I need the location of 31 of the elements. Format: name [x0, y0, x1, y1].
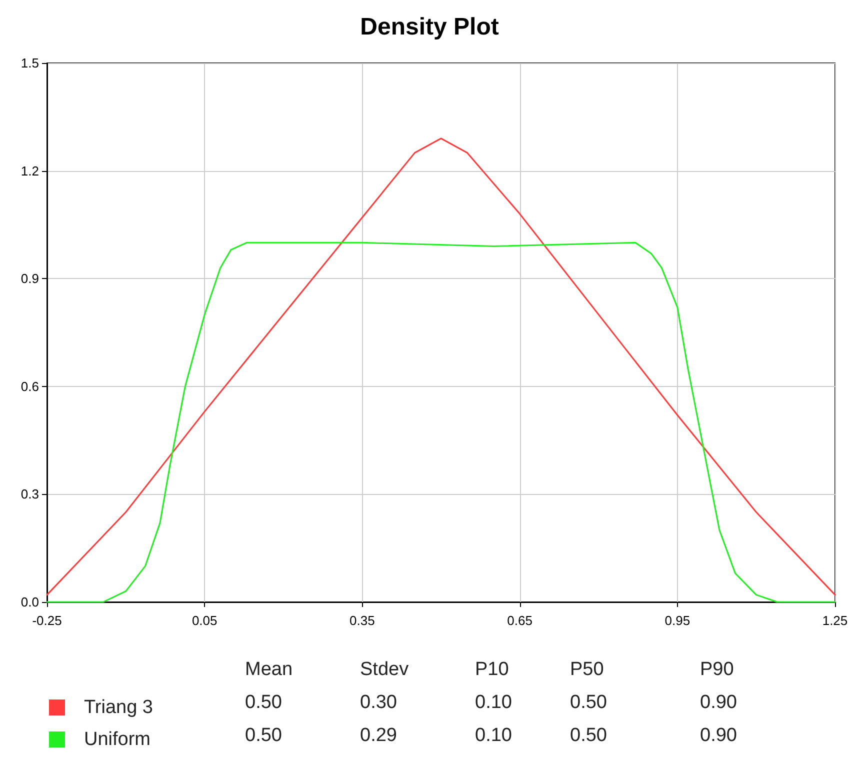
- text: 0.50: [245, 692, 282, 713]
- text: 0.50: [570, 692, 607, 713]
- y-tick-label: 1.2: [20, 163, 39, 178]
- text: P90: [700, 659, 734, 680]
- text: 0.29: [360, 725, 397, 746]
- text: P50: [570, 659, 604, 680]
- x-tick-label: 0.35: [350, 613, 375, 628]
- y-tick-label: 0.9: [20, 271, 39, 286]
- x-tick-label: 0.65: [507, 613, 532, 628]
- y-tick-label: 0.3: [20, 486, 39, 502]
- y-tick-label: 0.0: [20, 594, 39, 610]
- text: 0.50: [245, 725, 282, 746]
- text: 0.90: [700, 692, 737, 713]
- x-tick-label: 0.95: [664, 613, 690, 628]
- x-tick-label: 1.25: [822, 613, 848, 628]
- text: 0.90: [700, 725, 737, 746]
- text: 0.10: [475, 725, 512, 746]
- legend-label: Triang 3: [84, 697, 153, 718]
- chart-title: Density Plot: [360, 14, 499, 40]
- line-series: [46, 138, 836, 596]
- text: Stdev: [360, 659, 410, 680]
- y-tick-label: 1.5: [20, 56, 39, 70]
- text: 0.10: [475, 692, 512, 713]
- legend-label: Uniform: [84, 729, 151, 750]
- x-tick-label: -0.25: [32, 613, 62, 628]
- text: P10: [475, 659, 509, 680]
- text: 0.50: [570, 725, 607, 746]
- text: Mean: [245, 659, 293, 680]
- y-tick-label: 0.6: [20, 378, 39, 394]
- text: 0.30: [360, 692, 397, 713]
- x-tick-label: 0.05: [192, 613, 218, 628]
